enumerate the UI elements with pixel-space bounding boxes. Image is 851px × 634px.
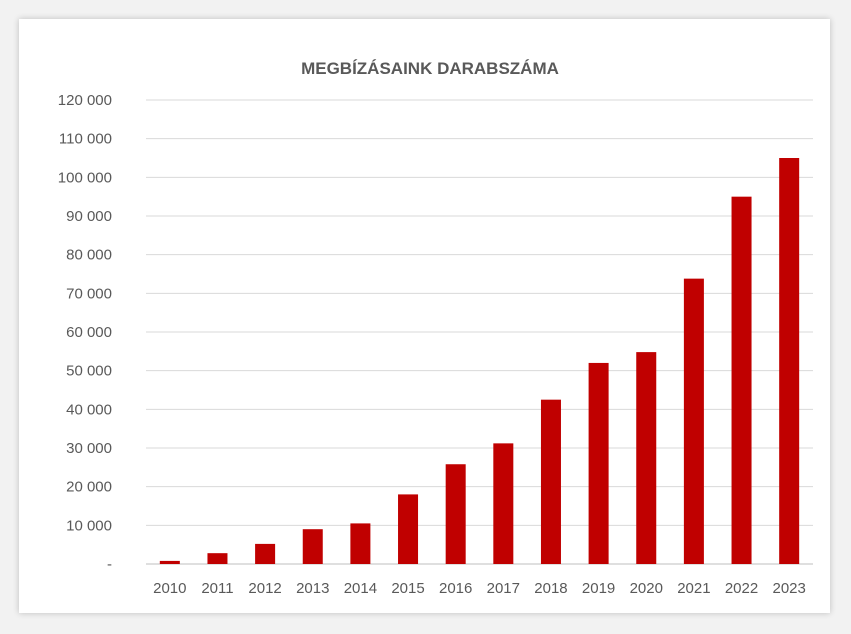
x-tick-label: 2011 [201, 580, 233, 597]
y-tick-label: 90 000 [66, 208, 112, 225]
y-tick-label: 20 000 [66, 479, 112, 496]
x-axis-ticks: 2010 2011 2012 2013 2014 2015 2016 2017 2018 2019… [153, 580, 806, 597]
bar-2012 [255, 543, 276, 564]
x-tick-label: 2022 [725, 580, 758, 597]
bar-2011 [207, 553, 228, 564]
x-tick-label: 2016 [439, 580, 472, 597]
bar-2015 [398, 494, 419, 564]
bar-2019 [588, 362, 609, 564]
y-tick-label: 120 000 [58, 92, 112, 109]
y-tick-label: 110 000 [59, 131, 112, 148]
bar-2010 [159, 560, 180, 564]
x-tick-label: 2020 [630, 580, 663, 597]
x-tick-label: 2010 [153, 580, 186, 597]
y-tick-label: 60 000 [66, 324, 112, 341]
y-tick-label: 40 000 [66, 401, 112, 418]
bar-2013 [302, 529, 323, 564]
y-tick-label: 100 000 [58, 169, 112, 186]
bar-2022 [731, 196, 752, 564]
x-tick-label: 2012 [248, 580, 281, 597]
y-tick-label: 30 000 [66, 440, 112, 457]
y-tick-label: 10 000 [66, 517, 112, 534]
x-tick-label: 2019 [582, 580, 615, 597]
bar-2023 [779, 158, 800, 564]
chart-title: MEGBÍZÁSAINK DARABSZÁMA [301, 59, 559, 78]
x-tick-label: 2013 [296, 580, 329, 597]
bar-2018 [540, 399, 561, 564]
gridlines [146, 99, 813, 565]
y-tick-label: 80 000 [66, 247, 112, 264]
bar-2016 [445, 464, 466, 564]
x-tick-label: 2015 [391, 580, 424, 597]
bar-2021 [683, 278, 704, 564]
bars [159, 158, 800, 564]
x-tick-label: 2021 [677, 580, 710, 597]
bar-2020 [636, 352, 657, 564]
x-tick-label: 2023 [772, 580, 805, 597]
y-tick-label: 70 000 [66, 285, 112, 302]
bar-2017 [493, 443, 514, 564]
bar-2014 [350, 523, 371, 564]
x-tick-label: 2018 [534, 580, 567, 597]
y-tick-label: - [107, 556, 112, 573]
x-tick-label: 2017 [487, 580, 520, 597]
x-tick-label: 2014 [344, 580, 377, 597]
y-axis-ticks: - 10 000 20 000 30 000 40 000 50 000 60 000 70 … [58, 92, 112, 573]
y-tick-label: 50 000 [66, 363, 112, 380]
